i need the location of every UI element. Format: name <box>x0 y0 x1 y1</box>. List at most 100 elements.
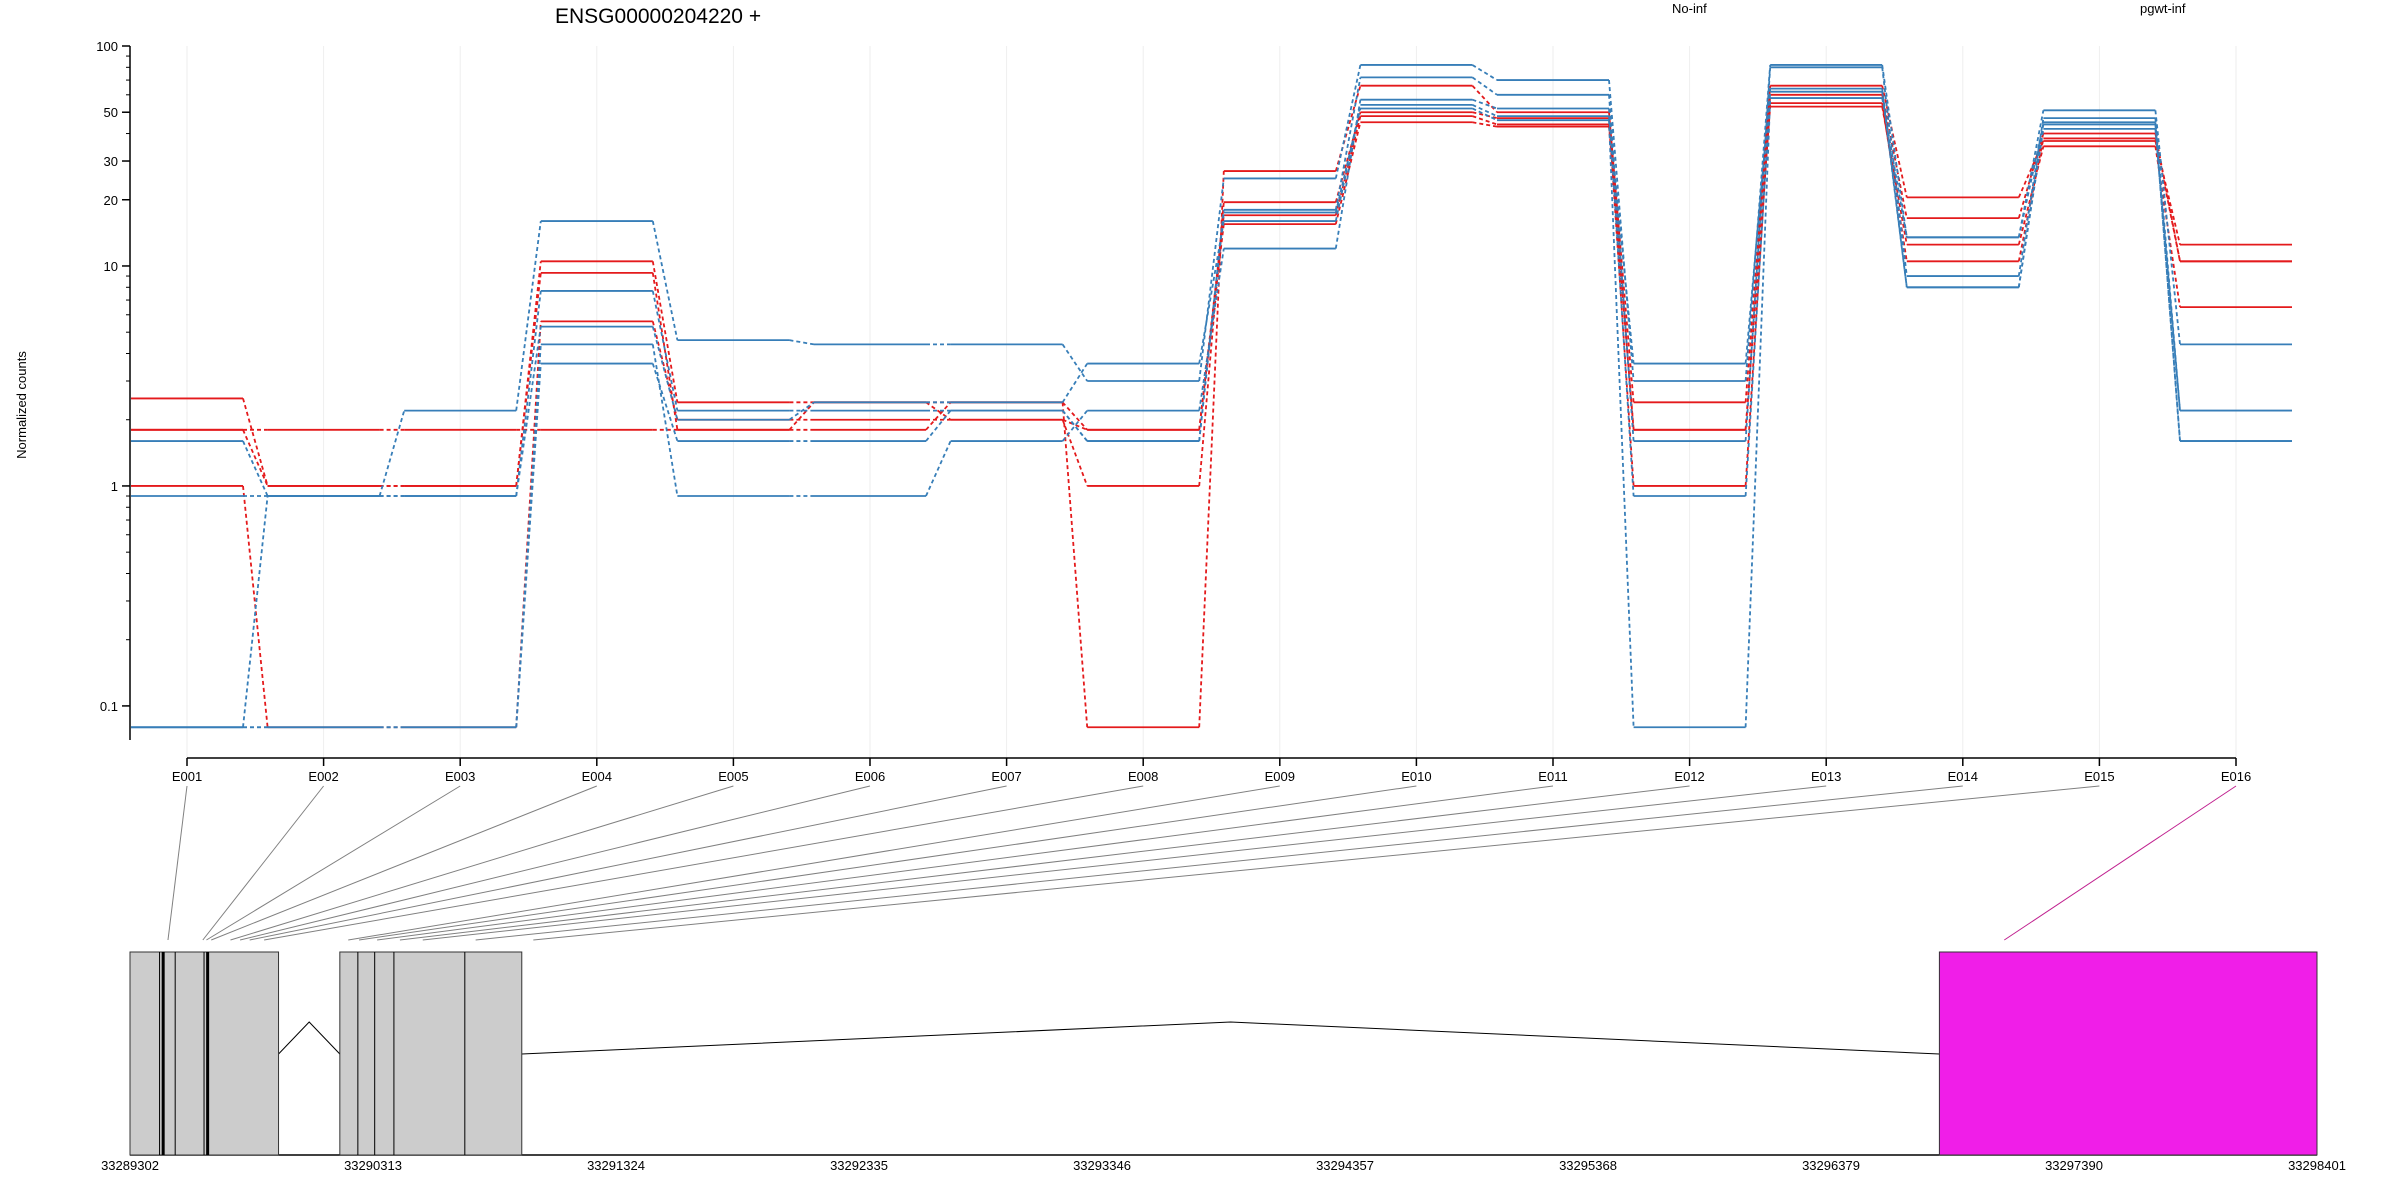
series-0-no-inf <box>131 84 2292 729</box>
series-3-transition-6 <box>925 401 952 431</box>
series-8-transition-8 <box>1198 220 1225 364</box>
x-tick-label-e001: E001 <box>172 769 202 784</box>
coordinate-label: 33297390 <box>2045 1158 2103 1173</box>
series-4-transition-4 <box>651 220 679 341</box>
series-6-transition-11 <box>1608 108 1635 497</box>
series-6-transition-10 <box>1472 98 1498 110</box>
series-0-transition-12 <box>1744 85 1772 403</box>
exon-connector-lines <box>167 785 2237 941</box>
series-7-transition-11 <box>1608 120 1635 728</box>
series-1-transition-11 <box>1608 118 1635 487</box>
series-4-transition-14 <box>2017 110 2045 238</box>
x-tick-label-e015: E015 <box>2084 769 2114 784</box>
series-6-transition-15 <box>2154 122 2181 442</box>
series-5-transition-9 <box>1334 77 1362 210</box>
y-tick-label-1: 1 <box>111 479 118 494</box>
series-2-transition-9 <box>1334 122 1362 225</box>
x-tick-label-e002: E002 <box>308 769 338 784</box>
series-7-transition-12 <box>1744 98 1772 728</box>
series-8-transition-11 <box>1608 116 1635 364</box>
series-8-transition-5 <box>788 401 815 421</box>
genomic-coordinate-labels: 33289302 33290313 33291324 33292335 33293346… <box>101 1158 2346 1173</box>
series-6-transition-12 <box>1744 91 1772 497</box>
x-tick-label-e016: E016 <box>2221 769 2251 784</box>
connector-e012 <box>399 785 1690 941</box>
x-tick-label-e012: E012 <box>1674 769 1704 784</box>
series-4-transition-3 <box>515 220 542 411</box>
exon-block-2 <box>339 951 523 1156</box>
connector-e006 <box>239 785 871 941</box>
x-tick-label-e006: E006 <box>855 769 885 784</box>
series-1-transition-6 <box>925 401 952 421</box>
series-4-transition-2 <box>378 410 406 497</box>
x-tick-label-e009: E009 <box>1265 769 1295 784</box>
connector-e002 <box>202 785 324 941</box>
connector-e008 <box>264 785 1144 941</box>
connector-e003 <box>206 785 461 941</box>
series-0-transition-10 <box>1471 85 1498 113</box>
connector-e011 <box>377 785 1554 941</box>
intron-2 <box>521 1021 1940 1055</box>
x-tick-label-e005: E005 <box>718 769 748 784</box>
series-4-transition-13 <box>1881 64 1908 238</box>
series-8-transition-14 <box>2017 128 2045 288</box>
series-6-transition-8 <box>1198 248 1225 411</box>
series-7-transition-8 <box>1198 212 1225 442</box>
series-7-transition-14 <box>2017 124 2045 238</box>
series-8-pgwt-inf <box>131 87 2292 729</box>
series-8-transition-1 <box>242 495 269 728</box>
coordinate-label: 33289302 <box>101 1158 159 1173</box>
coordinate-label: 33292335 <box>830 1158 888 1173</box>
series-3-no-inf <box>131 102 2292 431</box>
chart-title: ENSG00000204220 + <box>555 5 761 28</box>
y-axis-label: Normalized counts <box>14 351 29 459</box>
vertical-gridlines <box>186 46 2237 758</box>
connector-e013 <box>422 785 1827 941</box>
gene-model-track <box>129 951 2318 1156</box>
x-tick-label-e013: E013 <box>1811 769 1841 784</box>
coordinate-label: 33298401 <box>2288 1158 2346 1173</box>
series-6-transition-6 <box>925 440 952 497</box>
series-1-transition-1 <box>242 429 269 487</box>
legend-entry-no-inf: No-inf <box>1672 1 1707 16</box>
series-0-transition-7 <box>1061 402 1089 728</box>
series-8-transition-4 <box>651 326 679 420</box>
series-7-transition-9 <box>1334 108 1362 213</box>
coordinate-label: 33291324 <box>587 1158 645 1173</box>
coordinate-label: 33293346 <box>1073 1158 1131 1173</box>
series-1-transition-7 <box>1061 419 1089 487</box>
x-axis: E001 E002 E003 E004 E005 E006 E007 E008 E009 E010… <box>172 757 2251 784</box>
series-2-no-inf <box>131 105 2292 729</box>
series-0-transition-15 <box>2154 140 2181 245</box>
series-8-transition-7 <box>1061 363 1088 403</box>
series-4-transition-8 <box>1198 178 1225 382</box>
y-axis: 0.1 1 10 20 30 50 100 <box>96 39 131 740</box>
connector-e016 <box>2004 785 2237 941</box>
series-1-transition-5 <box>788 401 815 431</box>
series-1-transition-8 <box>1198 202 1225 487</box>
series-7-transition-6 <box>925 410 952 442</box>
series-5-transition-13 <box>1881 67 1908 277</box>
series-8-transition-3 <box>515 326 542 497</box>
series-0-transition-1 <box>242 398 269 487</box>
series-4-transition-5 <box>789 339 815 346</box>
series-1-transition-3 <box>515 272 542 487</box>
series-0-transition-13 <box>1881 85 1908 198</box>
series-1-no-inf <box>131 93 2292 487</box>
series-7-transition-10 <box>1472 107 1498 121</box>
series-4-transition-11 <box>1608 80 1635 382</box>
x-tick-label-e003: E003 <box>445 769 475 784</box>
y-tick-label-10: 10 <box>104 259 118 274</box>
connector-e004 <box>211 785 597 941</box>
series-8-transition-13 <box>1881 88 1908 288</box>
connector-e005 <box>230 785 734 941</box>
series-5-transition-14 <box>2017 117 2045 277</box>
x-tick-label-e010: E010 <box>1401 769 1431 784</box>
series-8-transition-9 <box>1334 104 1362 222</box>
series-1-transition-4 <box>651 272 679 430</box>
series-6-transition-4 <box>651 344 679 497</box>
highlighted-exon-e016 <box>1938 951 2318 1156</box>
x-tick-label-e011: E011 <box>1538 769 1567 784</box>
connector-e009 <box>348 785 1280 941</box>
